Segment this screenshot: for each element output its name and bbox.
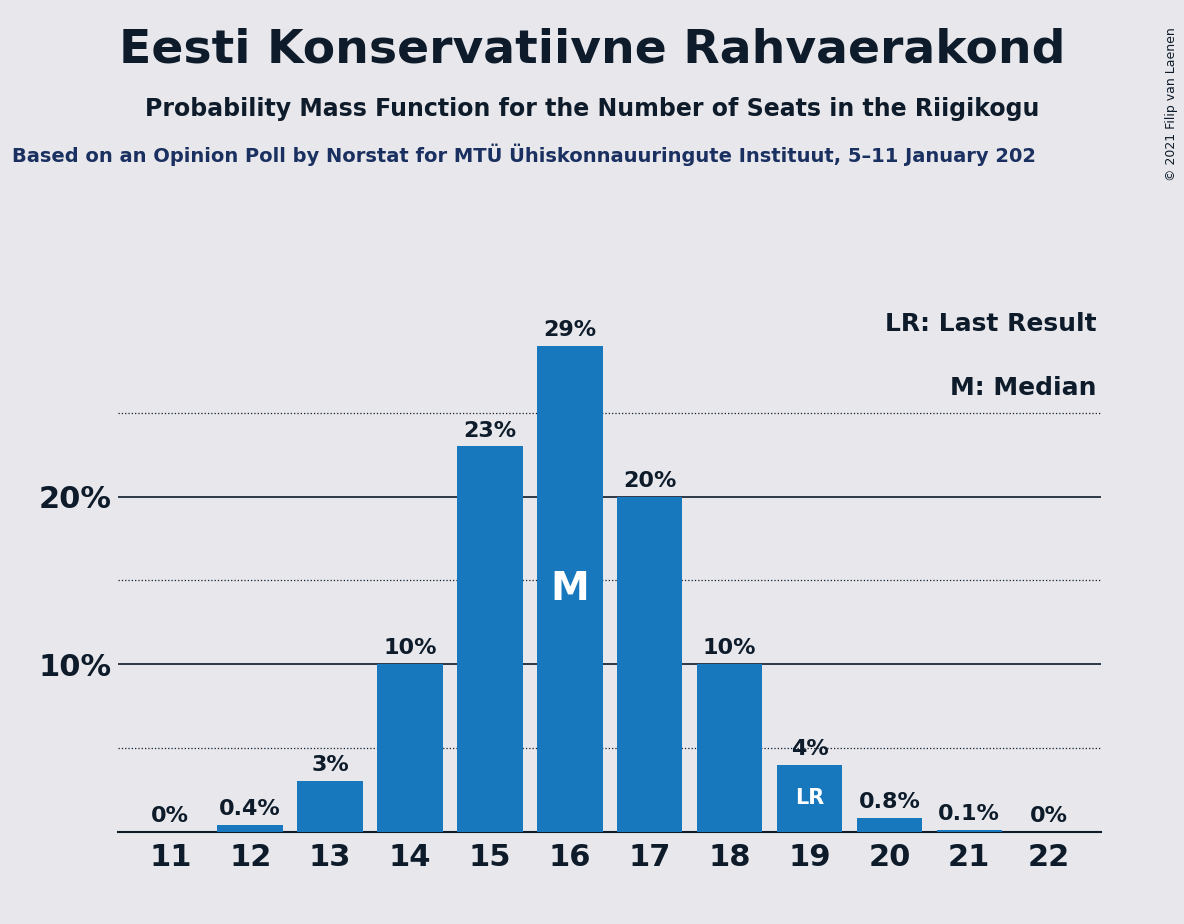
Text: LR: Last Result: LR: Last Result — [884, 311, 1096, 335]
Text: © 2021 Filip van Laenen: © 2021 Filip van Laenen — [1165, 28, 1178, 181]
Bar — [297, 782, 362, 832]
Bar — [937, 830, 1002, 832]
Bar — [218, 825, 283, 832]
Text: 0%: 0% — [152, 806, 189, 826]
Text: 0.1%: 0.1% — [939, 804, 1000, 824]
Bar — [378, 664, 443, 832]
Text: Probability Mass Function for the Number of Seats in the Riigikogu: Probability Mass Function for the Number… — [144, 97, 1040, 121]
Text: 0.8%: 0.8% — [858, 793, 920, 812]
Text: 4%: 4% — [791, 739, 829, 759]
Text: 0%: 0% — [1030, 806, 1068, 826]
Bar — [457, 446, 522, 832]
Bar — [697, 664, 762, 832]
Text: M: M — [551, 570, 590, 608]
Bar — [857, 819, 922, 832]
Text: M: Median: M: Median — [950, 376, 1096, 400]
Text: Based on an Opinion Poll by Norstat for MTÜ Ühiskonnauuringute Instituut, 5–11 J: Based on an Opinion Poll by Norstat for … — [12, 143, 1036, 165]
Bar — [538, 346, 603, 832]
Text: 20%: 20% — [623, 471, 676, 491]
Text: LR: LR — [794, 788, 824, 808]
Text: 10%: 10% — [703, 638, 757, 658]
Bar — [617, 497, 682, 832]
Text: 29%: 29% — [543, 320, 597, 340]
Text: Eesti Konservatiivne Rahvaerakond: Eesti Konservatiivne Rahvaerakond — [118, 28, 1066, 73]
Text: 0.4%: 0.4% — [219, 799, 281, 819]
Text: 23%: 23% — [463, 420, 516, 441]
Text: 10%: 10% — [384, 638, 437, 658]
Bar — [777, 765, 842, 832]
Text: 3%: 3% — [311, 756, 349, 775]
